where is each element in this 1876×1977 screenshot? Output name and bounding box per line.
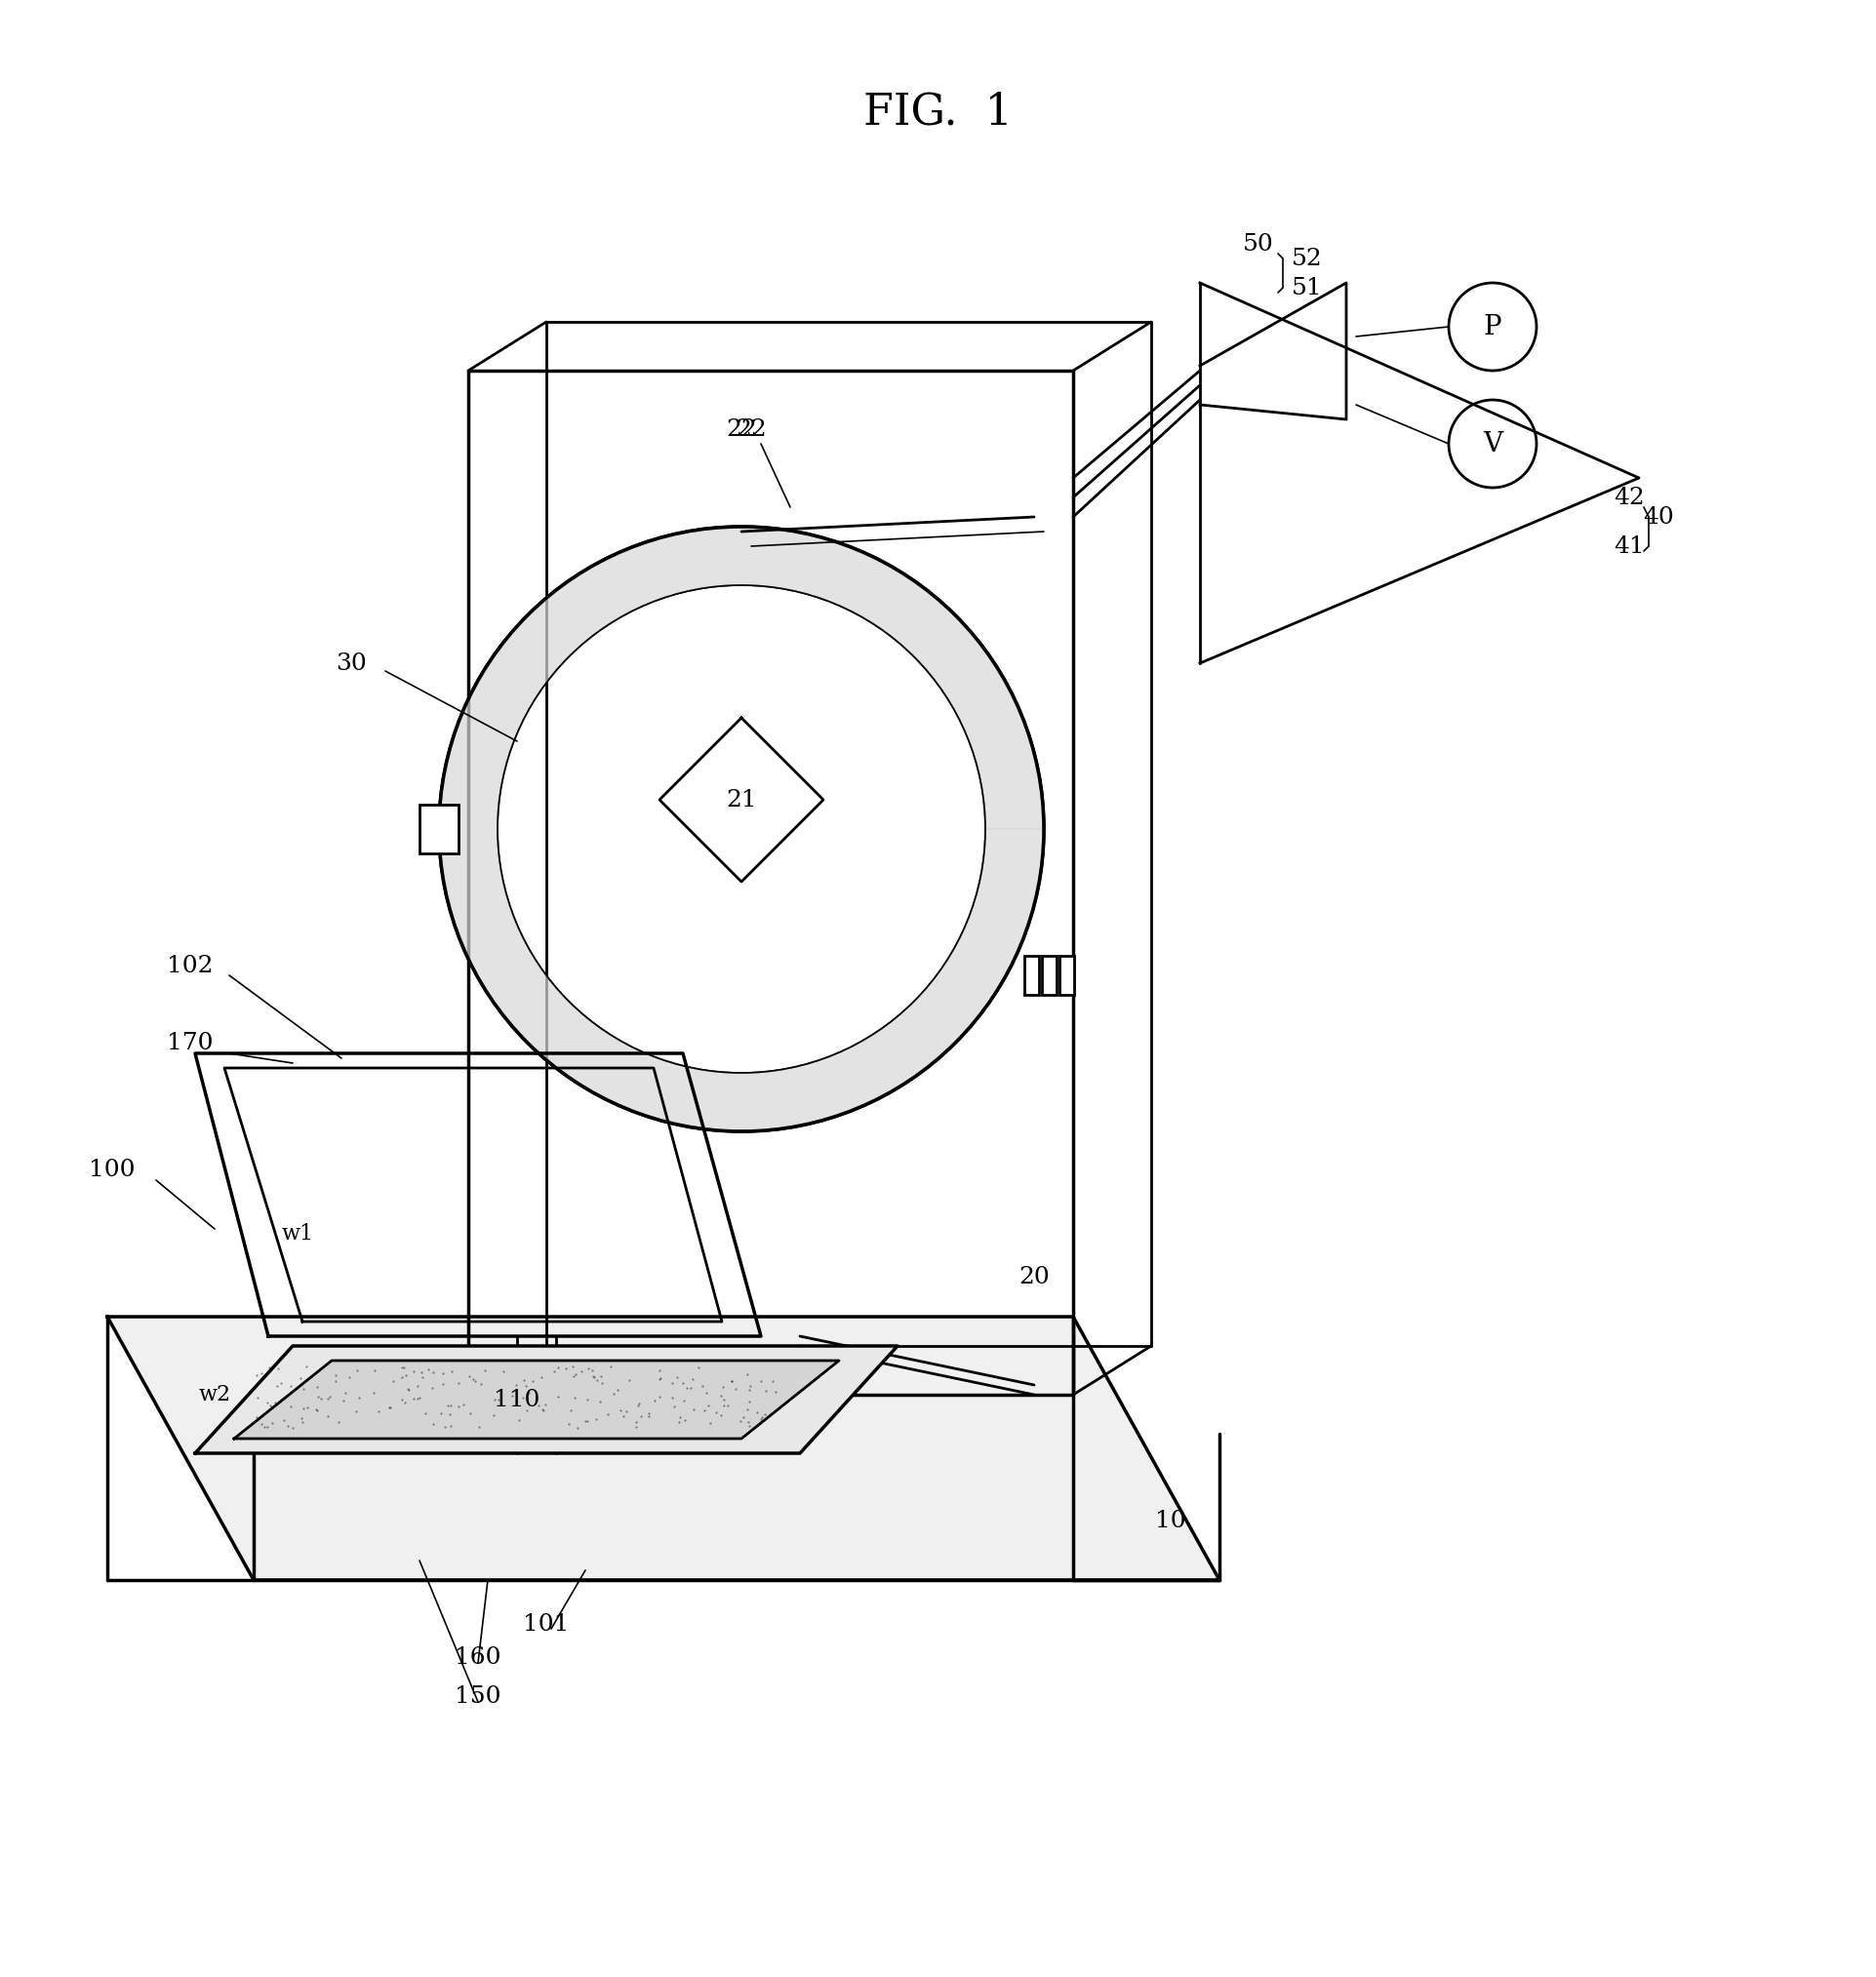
Text: 21: 21 — [726, 789, 756, 811]
Polygon shape — [234, 1360, 839, 1439]
Text: V: V — [1482, 431, 1501, 457]
Text: 42: 42 — [1613, 486, 1643, 508]
Text: 10: 10 — [1154, 1510, 1186, 1532]
Text: 170: 170 — [167, 1032, 214, 1056]
Bar — [418, 805, 458, 854]
Bar — [1041, 955, 1056, 994]
Text: 22: 22 — [726, 417, 756, 441]
Text: 160: 160 — [454, 1647, 501, 1669]
Polygon shape — [195, 1346, 897, 1453]
Text: w2: w2 — [199, 1384, 231, 1406]
Bar — [1024, 955, 1039, 994]
Text: 52: 52 — [1291, 247, 1323, 269]
Text: 51: 51 — [1291, 277, 1323, 299]
Text: 30: 30 — [336, 652, 366, 674]
Polygon shape — [107, 1317, 1219, 1580]
Text: w1: w1 — [281, 1224, 313, 1246]
Text: 102: 102 — [167, 955, 214, 977]
Text: 50: 50 — [1242, 233, 1274, 255]
Bar — [1058, 955, 1073, 994]
Text: FIG.  1: FIG. 1 — [863, 91, 1013, 132]
Text: P: P — [1482, 314, 1501, 340]
Text: 110: 110 — [493, 1388, 540, 1412]
Text: 41: 41 — [1613, 536, 1643, 558]
Text: 100: 100 — [88, 1159, 135, 1182]
Text: 101: 101 — [523, 1613, 568, 1635]
Text: 150: 150 — [454, 1686, 501, 1708]
Text: 22: 22 — [735, 417, 765, 441]
Polygon shape — [439, 526, 1043, 1131]
Text: 20: 20 — [1019, 1267, 1049, 1289]
Text: 40: 40 — [1642, 506, 1673, 528]
